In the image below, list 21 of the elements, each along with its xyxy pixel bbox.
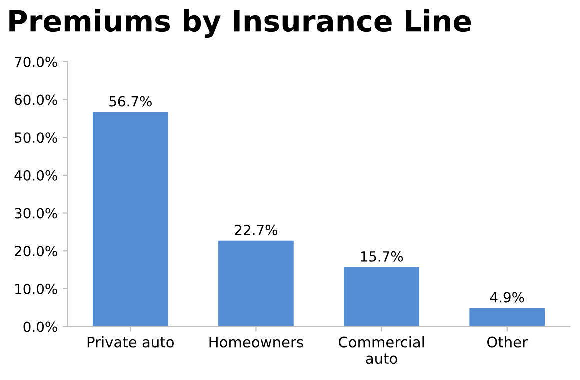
- y-tick-label: 70.0%: [15, 56, 58, 68]
- bar: [470, 308, 546, 327]
- bar: [92, 112, 168, 327]
- y-tick-label: 30.0%: [15, 208, 58, 219]
- bar: [344, 267, 420, 327]
- x-tick-label: Other: [487, 336, 528, 348]
- y-tick-label: 0.0%: [24, 322, 58, 332]
- x-tick-label: Commercial auto: [338, 336, 424, 364]
- y-tick-label: 40.0%: [14, 170, 58, 181]
- bar: [218, 240, 294, 327]
- y-tick-label: 60.0%: [14, 94, 58, 106]
- data-label: 22.7%: [235, 224, 278, 236]
- chart-title: Premiums by Insurance Line: [10, 10, 472, 38]
- data-label: 4.9%: [490, 292, 524, 303]
- x-tick-label: Homeowners: [210, 336, 304, 348]
- data-label: 15.7%: [361, 251, 404, 262]
- y-tick-label: 20.0%: [15, 246, 58, 257]
- y-tick-label: 50.0%: [15, 132, 58, 144]
- data-label: 56.7%: [110, 96, 152, 107]
- y-tick-label: 10.0%: [16, 284, 58, 294]
- x-tick-label: Private auto: [88, 336, 174, 348]
